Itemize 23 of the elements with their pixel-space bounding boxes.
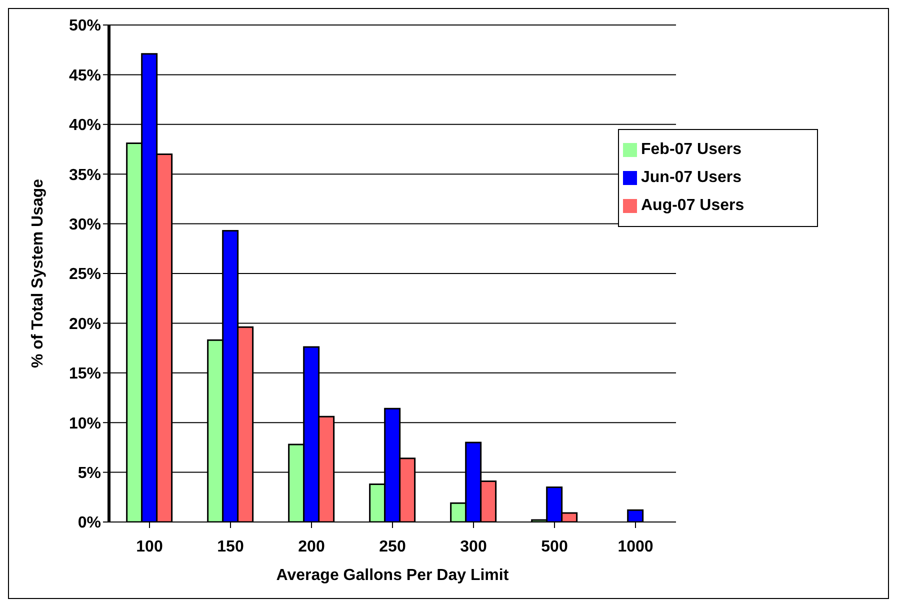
x-tick-label: 200 [298,538,325,556]
y-axis-title: % of Total System Usage [30,178,47,368]
y-tick-label: 25% [68,266,101,284]
y-tick-label: 15% [68,366,101,383]
legend-label: Aug-07 Users [641,197,744,214]
y-tick-label: 10% [68,415,101,432]
y-tick-label: 0% [78,514,101,532]
x-axis-title: Average Gallons Per Day Limit [276,567,510,584]
y-tick-label: 40% [68,117,101,134]
x-tick-label: 1000 [618,538,654,556]
y-tick-label: 30% [68,216,101,234]
y-tick-label: 50% [68,18,101,35]
y-tick-label: 35% [68,166,101,184]
y-tick-label: 5% [78,464,101,482]
x-tick-label: 100 [136,538,163,556]
x-tick-label: 300 [460,538,487,556]
y-tick-label: 45% [68,67,101,84]
y-tick-label: 20% [68,316,101,333]
legend-label: Feb-07 Users [641,141,742,158]
legend-label: Jun-07 Users [641,169,742,186]
x-tick-label: 500 [541,538,568,556]
x-tick-label: 150 [217,538,244,556]
x-tick-label: 250 [379,538,406,556]
